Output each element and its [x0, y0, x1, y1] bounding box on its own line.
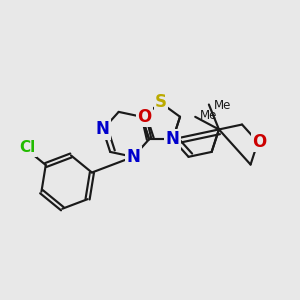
- Text: S: S: [155, 93, 167, 111]
- Text: Me: Me: [200, 109, 217, 122]
- Text: N: N: [96, 120, 110, 138]
- Text: Me: Me: [214, 99, 231, 112]
- Text: N: N: [126, 148, 140, 166]
- Text: Cl: Cl: [19, 140, 35, 155]
- Text: N: N: [166, 130, 180, 148]
- Text: O: O: [252, 133, 266, 151]
- Text: O: O: [137, 108, 152, 126]
